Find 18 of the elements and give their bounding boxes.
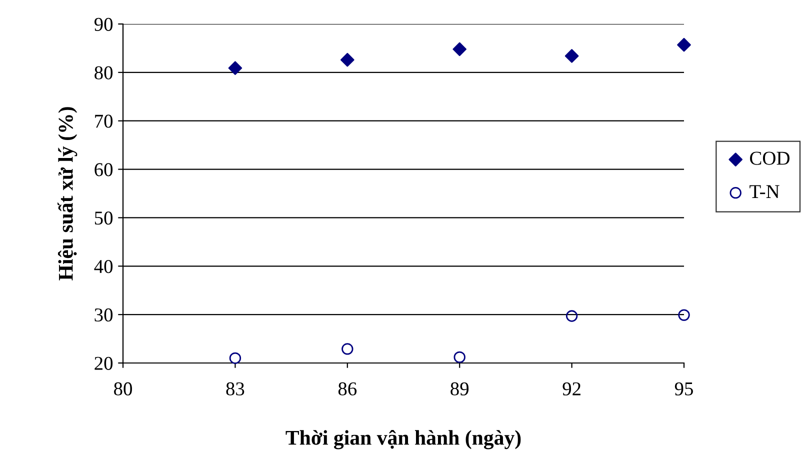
x-tick-label: 92 [562, 382, 580, 396]
y-tick-label: 80 [94, 66, 113, 80]
x-tick-label: 86 [338, 382, 357, 396]
y-tick-label: 30 [94, 308, 113, 322]
x-tick-label: 83 [226, 382, 244, 396]
x-axis-title: Thời gian vận hành (ngày) [286, 430, 521, 450]
y-tick-label: 50 [94, 212, 113, 225]
x-tick-label: 80 [114, 382, 132, 396]
x-tick-label: 95 [674, 382, 693, 396]
y-tick-label: 90 [94, 18, 113, 31]
y-tick-label: 60 [94, 163, 113, 176]
y-tick-label: 20 [94, 356, 113, 370]
y-tick-label: 70 [95, 114, 113, 128]
y-tick-label: 40 [94, 260, 113, 274]
legend-label: T-N [750, 185, 780, 198]
x-tick-label: 89 [450, 382, 469, 396]
legend-label: COD [750, 152, 790, 165]
y-axis-title: Hiệu suất xử lý (%) [58, 107, 78, 280]
